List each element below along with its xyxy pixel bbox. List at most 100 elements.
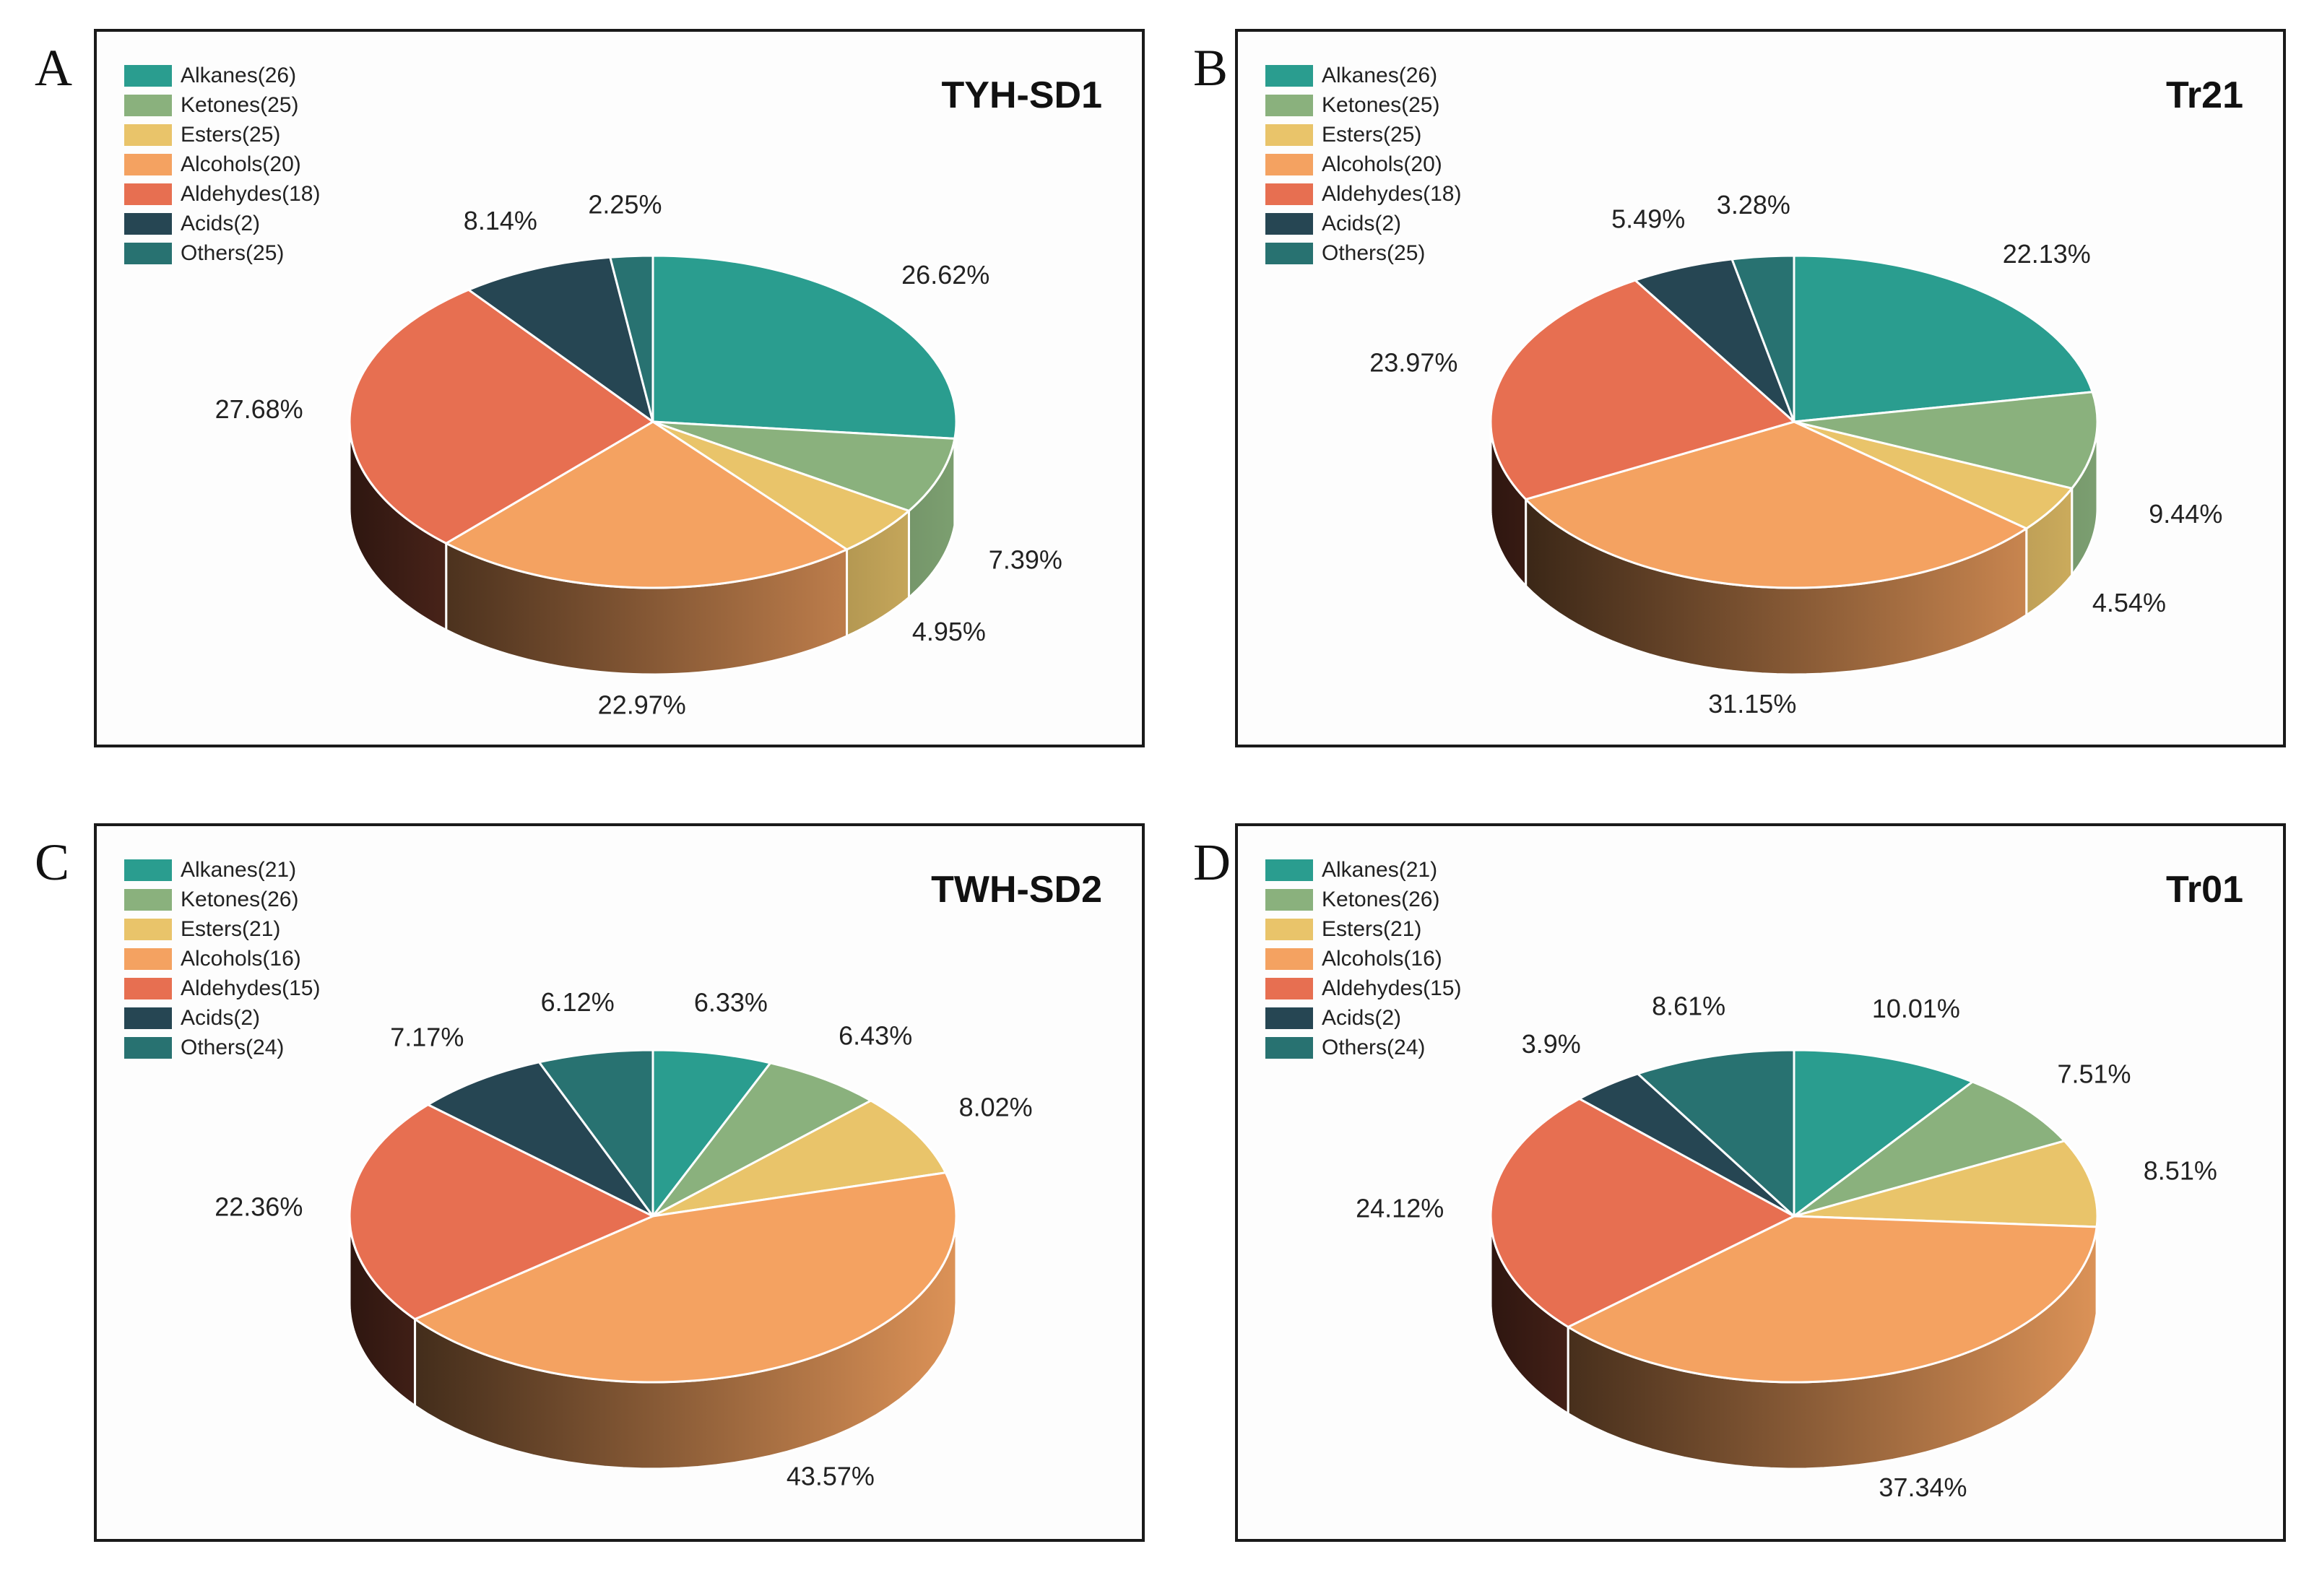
legend-swatch-others — [1265, 242, 1313, 264]
legend-item: Ketones(26) — [124, 885, 320, 914]
pie-slice-ketones — [1793, 391, 2099, 490]
legend-item: Others(24) — [124, 1033, 320, 1062]
pie-slice-aldehydes — [1489, 279, 1795, 500]
legend-item: Acids(2) — [1265, 1003, 1461, 1033]
legend-label: Alkanes(21) — [1322, 857, 1438, 882]
legend-swatch-ketones — [1265, 94, 1313, 116]
legend-swatch-others — [124, 1036, 172, 1059]
pie-chart-c: 6.33% 6.43% 8.02% 43.57% 22.36% 7.17% 6.12% — [215, 987, 1033, 1491]
data-label-others: 2.25% — [588, 189, 662, 219]
data-label-alkanes: 10.01% — [1872, 994, 1960, 1023]
legend-swatch-alkanes — [1265, 64, 1313, 87]
legend-item: Others(24) — [1265, 1033, 1461, 1062]
data-label-esters: 4.54% — [2092, 588, 2166, 617]
data-label-ketones: 9.44% — [2149, 499, 2222, 529]
data-label-alcohols: 22.97% — [598, 690, 686, 719]
legend-swatch-esters — [124, 918, 172, 940]
data-label-aldehydes: 23.97% — [1369, 348, 1457, 378]
data-label-esters: 8.51% — [2144, 1155, 2217, 1185]
panel-letter-d: D — [1193, 833, 1231, 891]
pie-panel-d: 10.01% 7.51% 8.51% 37.34% 24.12% 3.9% 8.61% Al… — [1235, 823, 2286, 1542]
legend-label: Acids(2) — [181, 1005, 261, 1030]
legend-item: Alcohols(20) — [1265, 149, 1461, 179]
panel-letter-c: C — [35, 833, 70, 891]
legend-label: Ketones(25) — [181, 92, 299, 117]
pie-chart-a: 26.62% 7.39% 4.95% 22.97% 27.68% 8.14% 2.25% — [215, 189, 1062, 719]
legend-label: Alcohols(16) — [181, 946, 301, 971]
pie-slice-alcohols — [445, 420, 849, 589]
pie-slice-alcohols — [1567, 1215, 2098, 1384]
legend-label: Others(24) — [1322, 1035, 1426, 1059]
legend-label: Others(25) — [1322, 240, 1426, 265]
legend-swatch-esters — [124, 123, 172, 146]
legend-label: Alcohols(20) — [181, 152, 301, 176]
data-label-acids: 7.17% — [390, 1022, 464, 1051]
legend-item: Aldehydes(18) — [124, 179, 320, 209]
legend-swatch-ketones — [1265, 888, 1313, 911]
data-label-acids: 3.9% — [1522, 1029, 1581, 1059]
data-label-alcohols: 43.57% — [787, 1461, 875, 1491]
data-label-ketones: 7.51% — [2057, 1059, 2131, 1089]
legend-label: Alkanes(26) — [181, 63, 297, 87]
legend-swatch-aldehydes — [124, 183, 172, 205]
legend-swatch-acids — [1265, 212, 1313, 235]
legend-label: Esters(25) — [1322, 122, 1422, 147]
legend-label: Others(24) — [181, 1035, 285, 1059]
legend-label: Esters(21) — [181, 916, 281, 941]
legend-item: Others(25) — [124, 238, 320, 268]
legend-label: Aldehydes(18) — [1322, 181, 1462, 206]
pie-slice-aldehydes — [1489, 1097, 1795, 1329]
legend-swatch-ketones — [124, 888, 172, 911]
chart-title-c: TWH-SD2 — [931, 869, 1102, 911]
data-label-alkanes: 26.62% — [901, 260, 989, 290]
legend-item: Acids(2) — [1265, 209, 1461, 238]
legend-item: Ketones(26) — [1265, 885, 1461, 914]
legend-label: Acids(2) — [1322, 211, 1402, 235]
chart-title-b: Tr21 — [2166, 74, 2243, 116]
pie-slice-ketones — [1793, 1080, 2066, 1218]
legend-swatch-esters — [1265, 918, 1313, 940]
chart-title-a: TYH-SD1 — [941, 74, 1102, 116]
panel-letter-a: A — [35, 39, 72, 97]
legend-item: Acids(2) — [124, 1003, 320, 1033]
legend-item: Esters(21) — [124, 914, 320, 944]
legend-item: Acids(2) — [124, 209, 320, 238]
pie-slice-acids — [467, 256, 654, 423]
pie-slice-alkanes — [1793, 254, 2094, 423]
pie-chart-d: 10.01% 7.51% 8.51% 37.34% 24.12% 3.9% 8.61% — [1356, 991, 2217, 1502]
data-label-acids: 5.49% — [1611, 204, 1685, 234]
legend-item: Esters(21) — [1265, 914, 1461, 944]
legend-label: Alkanes(26) — [1322, 63, 1438, 87]
data-label-others: 8.61% — [1652, 991, 1725, 1020]
legend-item: Alkanes(21) — [1265, 855, 1461, 885]
legend-item: Alcohols(16) — [124, 944, 320, 973]
legend-b: Alkanes(26) Ketones(25) Esters(25) Alcoh… — [1265, 61, 1461, 268]
data-label-alcohols: 31.15% — [1708, 689, 1796, 719]
pie-slice-others — [537, 1049, 654, 1218]
legend-swatch-esters — [1265, 123, 1313, 146]
pie-slice-others — [609, 254, 654, 423]
legend-a: Alkanes(26) Ketones(25) Esters(25) Alcoh… — [124, 61, 320, 268]
legend-label: Alcohols(16) — [1322, 946, 1442, 971]
data-label-esters: 4.95% — [912, 617, 986, 646]
legend-swatch-others — [1265, 1036, 1313, 1059]
pie-slice-esters — [1793, 1140, 2099, 1228]
data-label-alkanes: 6.33% — [694, 987, 768, 1017]
pie-slice-acids — [1634, 258, 1795, 423]
pie-slice-aldehydes — [348, 288, 654, 545]
legend-item: Ketones(25) — [1265, 90, 1461, 120]
legend-swatch-alcohols — [124, 153, 172, 175]
legend-swatch-aldehydes — [124, 977, 172, 999]
pie-slice-esters — [651, 1099, 947, 1218]
data-label-others: 3.28% — [1717, 190, 1790, 220]
legend-swatch-alcohols — [1265, 947, 1313, 970]
data-label-esters: 8.02% — [959, 1093, 1033, 1122]
data-label-aldehydes: 27.68% — [215, 394, 303, 424]
legend-swatch-alkanes — [124, 859, 172, 881]
legend-swatch-aldehydes — [1265, 977, 1313, 999]
pie-slice-alkanes — [1793, 1049, 1974, 1218]
data-label-alkanes: 22.13% — [2003, 239, 2091, 269]
data-label-alcohols: 37.34% — [1879, 1473, 1967, 1502]
pie-slice-acids — [427, 1061, 654, 1218]
legend-item: Alcohols(16) — [1265, 944, 1461, 973]
